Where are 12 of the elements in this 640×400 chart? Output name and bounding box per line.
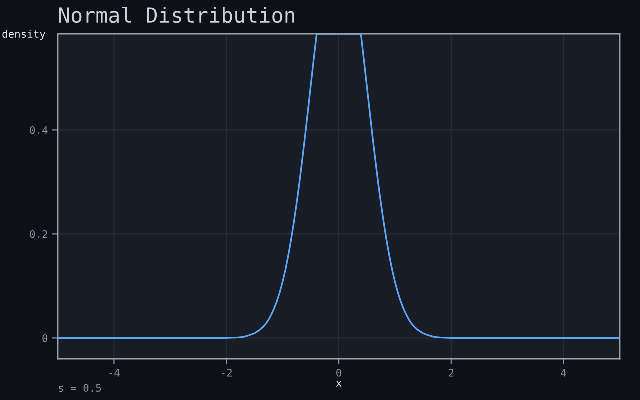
x-tick-label: -4 [110,369,120,377]
y-tick-label: 0 [42,334,48,342]
x-tick-label: 2 [449,368,454,377]
y-tick-label: 0.2 [30,230,48,238]
x-tick-label: 4 [561,369,566,377]
y-tick-label: 0.4 [30,126,48,134]
y-axis-title: density [2,30,46,40]
x-tick-label: 0 [336,368,342,377]
x-tick-label: -2 [222,368,232,377]
chart-title: Normal Distribution [59,6,294,24]
text: s = 0.5 [59,384,102,392]
x-axis-title: x [336,381,342,387]
